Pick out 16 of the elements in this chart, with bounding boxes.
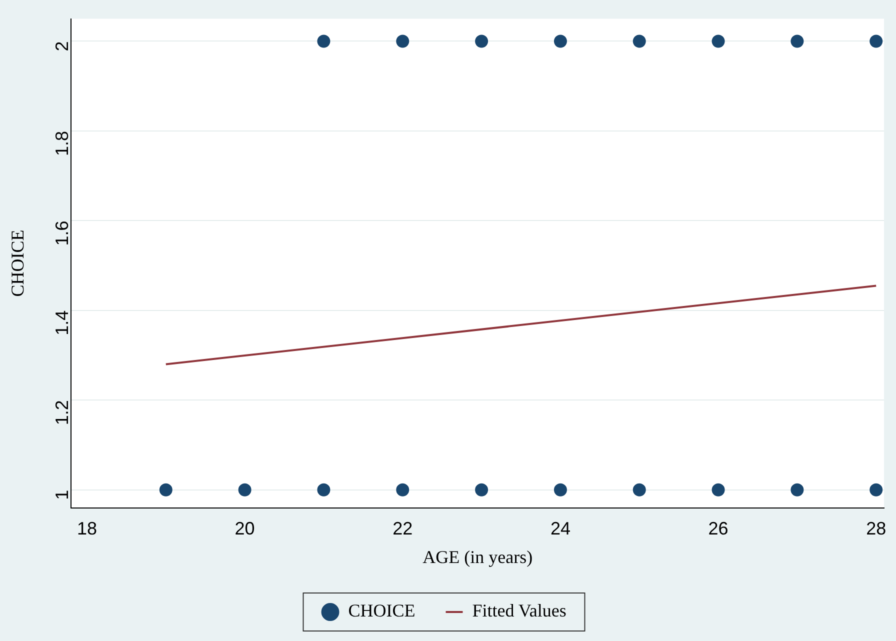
x-tick-label: 20 — [234, 518, 255, 539]
legend-label: Fitted Values — [472, 600, 566, 621]
x-tick-label: 18 — [76, 518, 97, 539]
x-tick-label: 22 — [392, 518, 413, 539]
y-tick-label: 1.6 — [52, 220, 72, 246]
y-axis-title: CHOICE — [8, 230, 28, 297]
x-tick-label: 24 — [550, 518, 570, 539]
y-tick-label: 1.2 — [52, 400, 72, 426]
legend-label: CHOICE — [348, 600, 416, 621]
x-tick-label: 28 — [866, 518, 886, 539]
y-tick-label: 2 — [52, 41, 72, 52]
x-tick-label: 26 — [708, 518, 728, 539]
y-tick-label: 1 — [52, 490, 72, 500]
x-axis-title: AGE (in years) — [422, 546, 533, 567]
y-tick-label: 1.8 — [52, 130, 72, 156]
y-tick-label: 1.4 — [52, 310, 72, 336]
